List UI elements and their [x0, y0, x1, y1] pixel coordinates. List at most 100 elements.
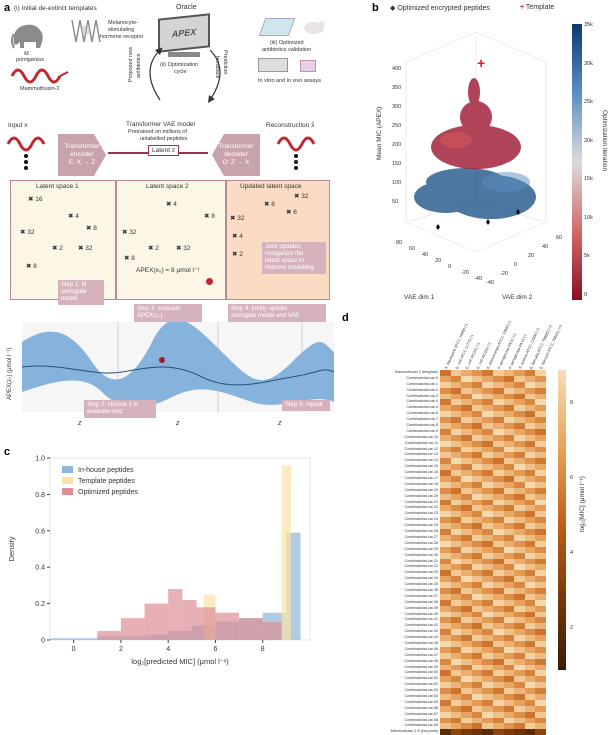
heatmap-row — [440, 646, 546, 653]
heatmap-cell — [450, 452, 462, 459]
vae-sub: Pretrained on millions of — [128, 129, 188, 135]
heatmap-row — [440, 729, 546, 735]
heatmap-cell — [450, 493, 462, 500]
heatmap-cell — [514, 423, 525, 429]
heatmap-row — [440, 458, 546, 465]
heatmap-row-label: Combinatorial-var-18 — [404, 481, 438, 486]
heatmap-cell — [450, 623, 462, 630]
heatmap-cell — [492, 646, 504, 653]
heatmap-cell — [482, 646, 493, 653]
heatmap-cell — [461, 464, 472, 471]
heatmap-row-label: Combinatorial-var-43 — [404, 629, 438, 634]
heatmap-cell — [482, 423, 493, 429]
heatmap-row — [440, 493, 546, 500]
heatmap-cell — [514, 652, 525, 659]
c-xlabel: log₂[predicted MIC] (μmol l⁻¹) — [131, 657, 229, 666]
b-colorbar-tick: 20k — [584, 137, 593, 144]
heatmap-row-label: Combinatorial-var-23 — [404, 511, 438, 516]
heatmap-cell — [492, 381, 504, 388]
heatmap-cell — [524, 405, 536, 412]
heatmap-cell — [514, 523, 525, 530]
b-colorbar-tick: 10k — [584, 214, 593, 221]
heatmap-row — [440, 570, 546, 577]
heatmap-cell — [471, 476, 483, 482]
heatmap-cell — [482, 558, 493, 565]
heatmap-cell — [492, 387, 504, 394]
heatmap-cell — [482, 576, 493, 583]
heatmap-cell — [450, 375, 462, 382]
heatmap-cell — [482, 640, 493, 647]
heatmap-cell — [503, 481, 515, 488]
heatmap-cell — [503, 517, 515, 524]
heatmap-cell — [514, 629, 525, 636]
heatmap-cell — [482, 629, 493, 636]
heatmap-cell — [482, 493, 493, 500]
b-x-tick: 20 — [435, 258, 442, 264]
decoder-box: Transformer decoder D: Z → X — [212, 134, 260, 176]
step2-label: Step 2: choose z to evaluate next — [84, 400, 156, 418]
heatmap-row-label: Combinatorial-var-48 — [404, 658, 438, 663]
c-bar — [97, 630, 121, 640]
heatmap-cell — [535, 434, 546, 441]
heatmap-cell — [492, 517, 504, 524]
heatmap-cell — [461, 399, 472, 406]
heatmap-cell — [524, 375, 536, 382]
heatmap-cell — [471, 582, 483, 588]
heatmap-cell — [514, 387, 525, 394]
heatmap-cell — [524, 611, 536, 618]
heatmap-cell — [471, 534, 483, 541]
heatmap-cell — [524, 440, 536, 447]
c-bar — [120, 618, 145, 640]
heatmap-cell — [514, 399, 525, 406]
heatmap-row-label: Combinatorial-var-22 — [404, 505, 438, 510]
species-label2: primigenius — [16, 57, 45, 63]
heatmap-cell — [482, 499, 493, 506]
heatmap-cell — [524, 635, 536, 641]
heatmap-cell — [524, 664, 536, 671]
d-colorbar-tick: 2 — [570, 625, 574, 631]
heatmap-cell — [524, 729, 536, 735]
heatmap-cell — [461, 458, 472, 465]
heatmap-cell — [514, 529, 525, 535]
heatmap-cell — [471, 464, 483, 471]
heatmap-cell — [450, 476, 462, 482]
c-bar — [215, 612, 240, 640]
b-y-tick: 60 — [556, 235, 563, 241]
heatmap-cell — [482, 387, 493, 394]
heatmap-row-label: Combinatorial-var-14 — [404, 458, 438, 463]
c-legend-label: Optimized peptides — [78, 489, 138, 496]
heatmap-cell — [440, 635, 451, 641]
heatmap-cell — [440, 446, 451, 453]
heatmap-cell — [461, 652, 472, 659]
heatmap-cell — [492, 599, 504, 606]
heatmap-row — [440, 481, 546, 488]
b-x-tick: -20 — [461, 270, 469, 276]
heatmap-cell — [471, 552, 483, 559]
heatmap-row — [440, 558, 546, 565]
heatmap-row-label: Combinatorial-var-27 — [404, 534, 438, 539]
heatmap-row-label: Combinatorial-var-3 — [406, 393, 438, 398]
ls1-pt7: ✖ 8 — [26, 263, 37, 270]
heatmap-cell — [492, 446, 504, 453]
heatmap-cell — [503, 505, 515, 512]
heatmap-cell — [535, 552, 546, 559]
receptor-label3: hormone receptor — [100, 34, 144, 40]
heatmap-cell — [503, 387, 515, 394]
heatmap-cell — [524, 387, 536, 394]
heatmap-row — [440, 623, 546, 630]
heatmap-cell — [503, 446, 515, 453]
heatmap-row-label: Combinatorial-var-0 — [406, 375, 438, 380]
heatmap-cell — [503, 629, 515, 636]
heatmap-cell — [450, 481, 462, 488]
d-colorbar-tick: 8 — [570, 400, 574, 406]
heatmap-row-label: Combinatorial-var-52 — [404, 682, 438, 687]
heatmap-cell — [461, 428, 472, 435]
heatmap-cell — [440, 393, 451, 400]
heatmap-cell — [440, 505, 451, 512]
heatmap-cell — [471, 617, 483, 624]
vae-title: Transformer VAE model — [126, 121, 195, 128]
heatmap-cell — [492, 493, 504, 500]
heatmap-cell — [503, 458, 515, 465]
b-colorbar-tick: 30k — [584, 60, 593, 67]
heatmap-cell — [440, 605, 451, 612]
